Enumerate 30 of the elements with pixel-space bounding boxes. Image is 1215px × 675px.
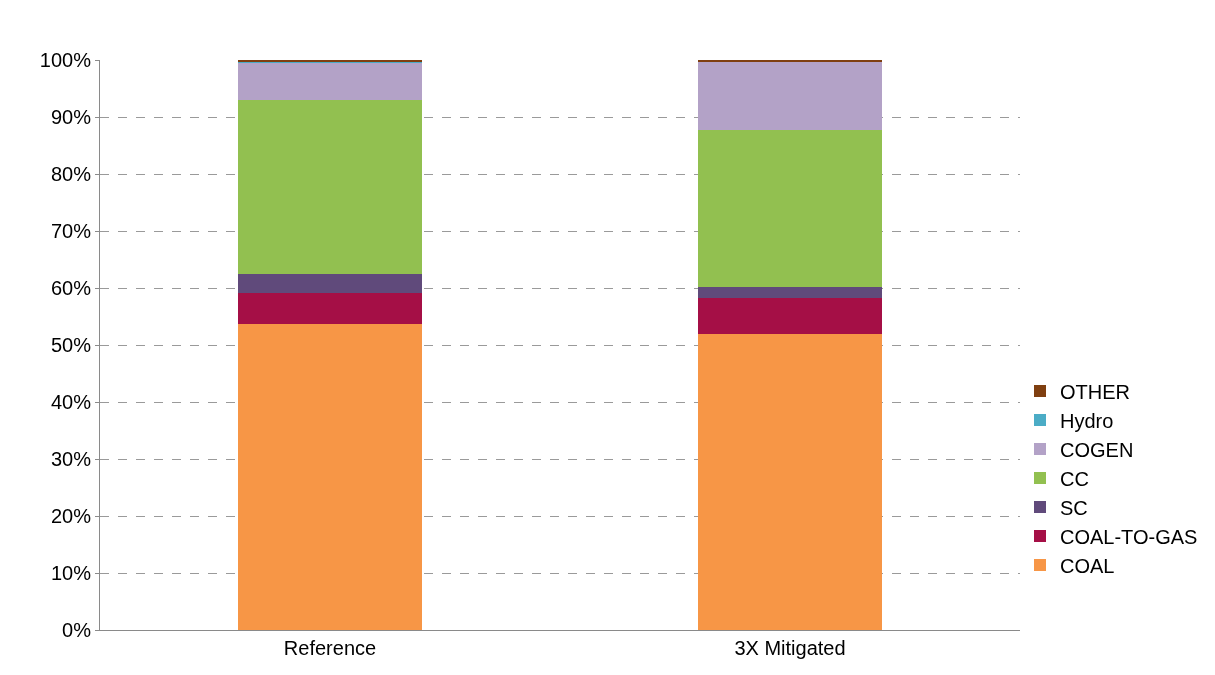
- y-tick-label: 70%: [50, 220, 92, 242]
- y-tick-label: 100%: [39, 49, 92, 71]
- bar: [238, 324, 422, 630]
- legend-label: Hydro: [1060, 409, 1114, 432]
- x-tick-label: Reference: [283, 637, 377, 659]
- legend-label: COAL-TO-GAS: [1060, 525, 1198, 548]
- bar: [698, 61, 882, 131]
- legend-label: OTHER: [1060, 380, 1130, 403]
- y-tick-label: 80%: [50, 163, 92, 185]
- legend-label: CC: [1060, 467, 1089, 490]
- bar: [698, 297, 882, 334]
- x-tick-label: 3X Mitigated: [734, 637, 846, 659]
- y-tick-label: 20%: [50, 505, 92, 527]
- bar: [238, 100, 422, 274]
- bar: [238, 273, 422, 294]
- y-tick-label: 10%: [50, 562, 92, 584]
- legend-label: SC: [1060, 496, 1088, 519]
- legend-label: COAL: [1060, 554, 1115, 577]
- y-tick-label: 50%: [50, 334, 92, 356]
- y-tick-label: 0%: [62, 619, 92, 641]
- y-tick-label: 30%: [50, 448, 92, 470]
- bar: [698, 286, 882, 298]
- bar: [698, 130, 882, 287]
- y-tick-label: 90%: [50, 106, 92, 128]
- bar: [698, 333, 882, 630]
- y-tick-label: 60%: [50, 277, 92, 299]
- y-tick-label: 40%: [50, 391, 92, 413]
- bar: [238, 293, 422, 325]
- legend-label: COGEN: [1060, 438, 1134, 461]
- bar: [238, 62, 422, 101]
